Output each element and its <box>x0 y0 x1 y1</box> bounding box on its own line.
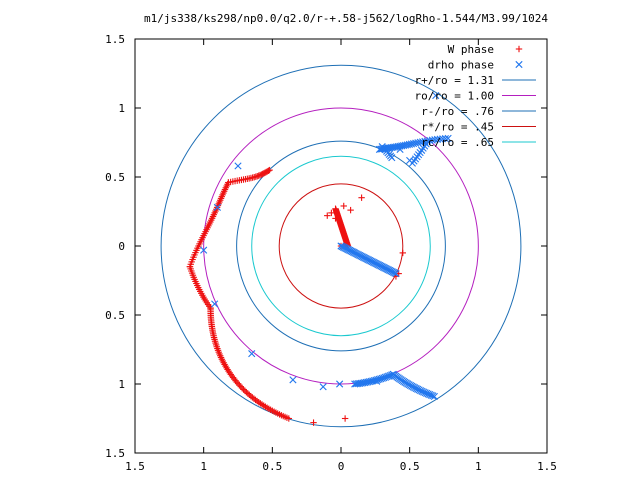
legend-swatch <box>515 60 523 69</box>
reference-circles <box>160 64 522 428</box>
chart-title: m1/js338/ks298/np0.0/q2.0/r-+.58-j562/lo… <box>144 12 548 25</box>
series-1 <box>200 91 452 401</box>
y-axis: 1.5 1 0.5 0 0.5 1 1.5 <box>105 33 547 460</box>
series-1-point <box>211 300 219 308</box>
legend-swatch <box>515 45 523 53</box>
y-tick-label: 0.5 <box>105 171 125 184</box>
legend-label: ro/ro = 1.00 <box>415 90 494 103</box>
legend: W phase drho phase r+/ro = 1.31 ro/ro = 1.0… <box>415 43 536 149</box>
reference-circle-4 <box>251 155 431 337</box>
series-0-point <box>332 215 339 222</box>
series-1-point <box>373 377 381 385</box>
reference-circle-0 <box>160 64 522 428</box>
series-1-point <box>396 145 404 153</box>
series-0-point <box>237 383 244 390</box>
series-1-point <box>200 246 208 254</box>
legend-label: rc/ro = .65 <box>421 136 494 149</box>
x-tick-label: 1 <box>200 460 207 473</box>
series-1-point <box>248 350 256 358</box>
series-0 <box>186 166 406 426</box>
series-1-point <box>430 392 438 401</box>
legend-label: r+/ro = 1.31 <box>415 74 494 87</box>
y-tick-label: 0 <box>118 240 125 253</box>
series-1-point <box>432 91 440 100</box>
series-1-point <box>289 376 297 384</box>
series-1-point <box>407 140 416 148</box>
legend-label: r*/ro = .45 <box>421 121 494 134</box>
x-tick-label: 0 <box>338 460 345 473</box>
x-tick-label: 0.5 <box>262 460 282 473</box>
series-0-point <box>328 209 335 217</box>
x-tick-label: 1.5 <box>125 460 145 473</box>
series-0-point <box>399 249 406 257</box>
series-1-point <box>422 140 430 148</box>
series-0-point <box>310 419 317 426</box>
series-1-point <box>213 203 221 211</box>
y-tick-label: 1 <box>118 102 125 115</box>
series-0-point <box>324 212 331 219</box>
legend-label: r-/ro = .76 <box>421 105 494 118</box>
series-0-point <box>347 206 354 214</box>
x-tick-label: 0.5 <box>400 460 420 473</box>
series-0-point <box>358 194 365 201</box>
series-0-point <box>340 202 347 210</box>
reference-circle-1 <box>203 107 479 385</box>
reference-circle-3 <box>278 183 404 309</box>
y-tick-label: 0.5 <box>105 309 125 322</box>
series-1-point <box>234 162 242 170</box>
reference-circle-2 <box>236 140 446 352</box>
x-axis: 1.5 1 0.5 0 0.5 1 1.5 <box>125 39 557 473</box>
series-0-point <box>240 386 247 393</box>
series-0-point <box>238 384 246 392</box>
data-series <box>186 91 452 426</box>
y-tick-label: 1.5 <box>105 33 125 46</box>
series-0-point <box>236 381 243 389</box>
legend-label: W phase <box>448 43 494 56</box>
series-0-point <box>341 415 349 422</box>
series-1-point <box>388 154 396 162</box>
series-0-point <box>285 415 293 422</box>
series-1-point <box>429 392 437 400</box>
x-tick-label: 1.5 <box>537 460 557 473</box>
series-1-point <box>406 156 414 165</box>
legend-label: drho phase <box>428 59 494 72</box>
y-tick-label: 1.5 <box>105 447 125 460</box>
series-1-point <box>441 134 449 143</box>
series-1-point <box>388 371 396 379</box>
y-tick-label: 1 <box>118 378 125 391</box>
series-1-point <box>336 380 344 388</box>
series-1-point <box>444 134 452 142</box>
series-1-point <box>319 383 327 391</box>
series-1-point <box>392 270 400 278</box>
x-tick-label: 1 <box>475 460 482 473</box>
series-0-point <box>241 387 249 395</box>
